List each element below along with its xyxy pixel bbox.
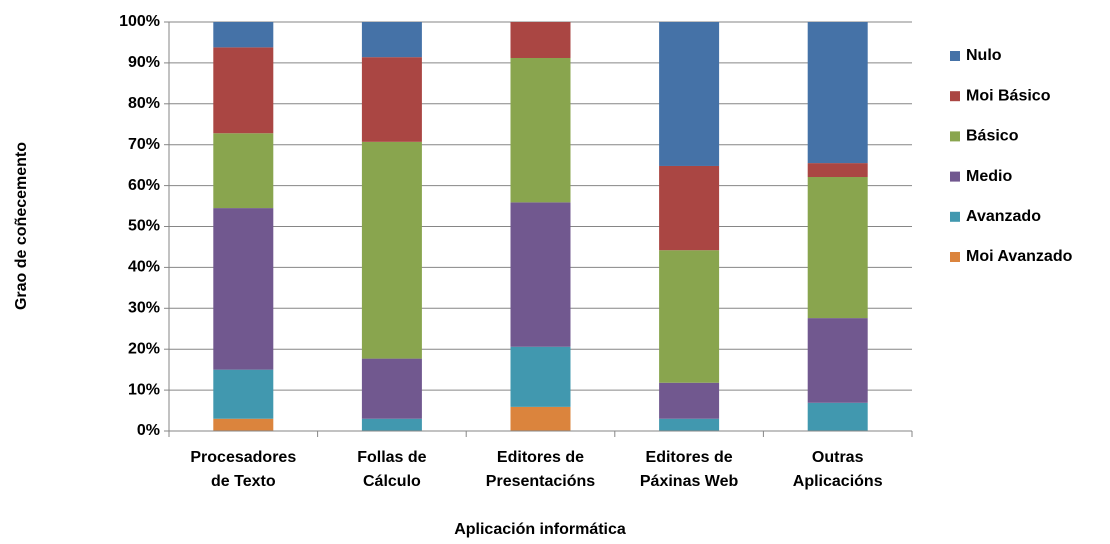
x-tick-label: Editores de Presentacións bbox=[486, 449, 595, 490]
legend-label: Moi Básico bbox=[966, 87, 1051, 104]
bar-segment bbox=[510, 22, 571, 58]
bar-segment bbox=[659, 165, 720, 251]
bar-segment bbox=[361, 358, 422, 419]
y-tick-label: 10% bbox=[128, 381, 160, 398]
bar-segment bbox=[807, 163, 868, 178]
legend-swatch bbox=[950, 51, 960, 61]
y-tick-label: 20% bbox=[128, 340, 160, 357]
x-tick-label: Outras Aplicacións bbox=[793, 449, 883, 490]
legend-swatch bbox=[950, 91, 960, 102]
bar-segment bbox=[807, 22, 868, 164]
y-tick-label: 60% bbox=[128, 177, 160, 194]
y-axis-title: Grao de coñecemento bbox=[13, 142, 30, 310]
legend-label: Moi Avanzado bbox=[966, 248, 1073, 265]
bar-segment bbox=[807, 402, 868, 431]
bar-segment bbox=[659, 382, 720, 419]
y-tick-label: 80% bbox=[128, 95, 160, 112]
x-tick-label-line: Outras bbox=[812, 449, 864, 466]
bar-segment bbox=[807, 318, 868, 403]
legend-label: Avanzado bbox=[966, 208, 1041, 225]
bar-segment bbox=[361, 141, 422, 359]
bar-segment bbox=[361, 22, 422, 58]
bar-segment bbox=[659, 250, 720, 383]
bar-segment bbox=[510, 57, 571, 203]
y-tick-label: 100% bbox=[119, 13, 160, 30]
bar-segment bbox=[213, 22, 274, 48]
x-tick-label-line: Procesadores bbox=[190, 449, 296, 466]
legend-swatch bbox=[950, 171, 960, 182]
y-tick-label: 70% bbox=[128, 136, 160, 153]
x-tick-label-line: Páxinas Web bbox=[640, 473, 739, 490]
x-tick-label: Follas de Cálculo bbox=[357, 449, 426, 490]
x-tick-label-line: Presentacións bbox=[486, 473, 595, 490]
bar-segment bbox=[510, 202, 571, 347]
bar-segment bbox=[807, 177, 868, 319]
legend-swatch bbox=[950, 252, 960, 262]
bar-segment bbox=[361, 418, 422, 431]
x-tick-label-line: Editores de bbox=[497, 449, 584, 466]
x-axis-title: Aplicación informática bbox=[454, 521, 626, 538]
y-tick-label: 0% bbox=[137, 422, 160, 439]
x-tick-label-line: Aplicacións bbox=[793, 473, 883, 490]
bar-segment bbox=[213, 369, 274, 419]
bar-segment bbox=[213, 418, 274, 431]
y-tick-label: 40% bbox=[128, 259, 160, 276]
x-tick-label-line: Cálculo bbox=[363, 473, 421, 490]
x-tick-label: Procesadores de Texto bbox=[190, 449, 296, 490]
bar-segment bbox=[510, 406, 571, 431]
legend-swatch bbox=[950, 131, 960, 142]
x-tick-label: Editores de Páxinas Web bbox=[640, 449, 739, 490]
bar-segment bbox=[659, 22, 720, 166]
legend-swatch bbox=[950, 211, 960, 222]
bar-segment bbox=[213, 133, 274, 209]
bar-segment bbox=[361, 57, 422, 142]
bar-segment bbox=[213, 208, 274, 370]
y-tick-label: 30% bbox=[128, 300, 160, 317]
legend-label: Medio bbox=[966, 168, 1012, 185]
bar-segment bbox=[213, 47, 274, 134]
x-tick-label-line: Editores de bbox=[646, 449, 733, 466]
legend-label: Básico bbox=[966, 128, 1019, 145]
y-tick-label: 50% bbox=[128, 218, 160, 235]
bar-segment bbox=[510, 346, 571, 407]
legend-label: Nulo bbox=[966, 47, 1002, 64]
x-tick-label-line: Follas de bbox=[357, 449, 426, 466]
y-tick-label: 90% bbox=[128, 54, 160, 71]
x-tick-label-line: de Texto bbox=[211, 473, 276, 490]
bar-segment bbox=[659, 418, 720, 431]
